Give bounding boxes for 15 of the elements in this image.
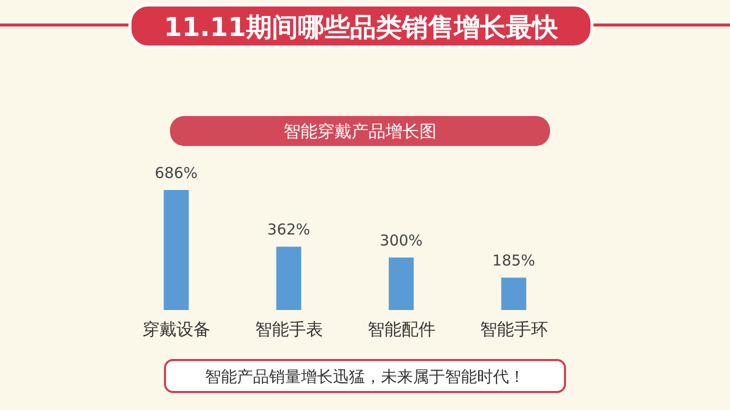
bar	[164, 190, 189, 310]
x-tick-label: 智能手表	[254, 320, 323, 340]
data-label: 686%	[154, 164, 198, 182]
bar	[388, 258, 414, 310]
data-label: 185%	[492, 252, 536, 270]
bar	[276, 246, 302, 310]
chart-title: 11.11期间哪些品类销售增长最快	[164, 13, 560, 43]
text: 智能产品销量增长迅猛，未来属于智能时代！	[205, 367, 525, 386]
data-label: 362%	[267, 220, 310, 239]
chart-subtitle: 智能穿戴产品增长图	[284, 122, 436, 142]
data-label: 300%	[380, 232, 423, 250]
x-tick-label: 智能手环	[480, 320, 548, 340]
bar	[501, 278, 526, 310]
x-tick-label: 穿戴设备	[142, 320, 210, 340]
x-tick-label: 智能配件	[367, 320, 436, 340]
